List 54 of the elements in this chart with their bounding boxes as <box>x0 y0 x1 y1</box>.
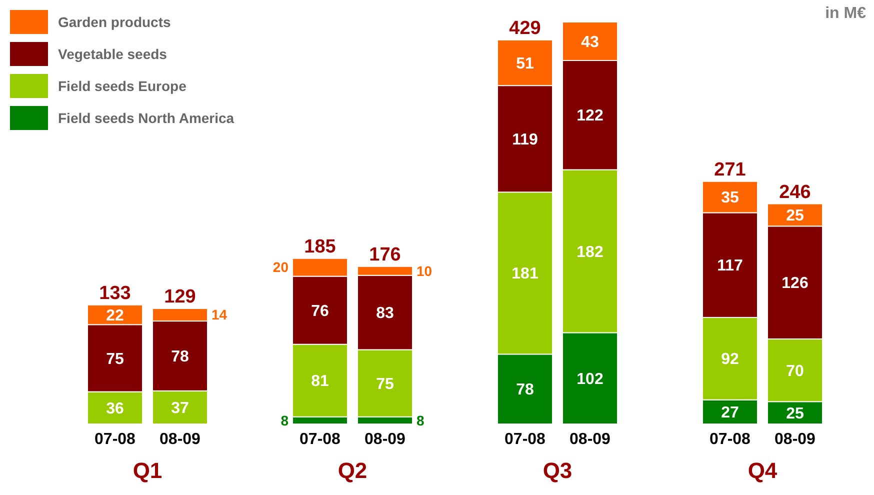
x-tick-label: 08-09 <box>774 431 816 448</box>
y-axis-title: in M€ <box>825 5 866 22</box>
legend-label: Field seeds North America <box>58 110 234 126</box>
data-label: 36 <box>106 400 124 418</box>
data-label: 75 <box>376 376 394 393</box>
data-label: 78 <box>171 348 189 366</box>
legend-label: Vegetable seeds <box>58 46 168 62</box>
data-label: 119 <box>512 131 538 148</box>
data-label: 8 <box>416 412 424 428</box>
legend-label: Field seeds Europe <box>58 78 187 94</box>
total-label: 246 <box>779 182 811 203</box>
text: Q3 <box>542 458 572 483</box>
data-label: 182 <box>576 244 604 261</box>
x-tick-label: 08-09 <box>364 431 406 448</box>
text: Q2 <box>338 458 368 483</box>
total-label: 429 <box>509 18 541 39</box>
data-label: 10 <box>416 262 432 279</box>
text: Q4 <box>748 458 778 483</box>
total-label: 129 <box>164 286 196 308</box>
x-tick-label: 08-09 <box>570 431 611 448</box>
data-label: 25 <box>786 208 804 225</box>
data-label: 14 <box>212 306 228 323</box>
data-label: 25 <box>786 405 804 422</box>
legend-label: Garden products <box>58 14 172 30</box>
text: Q1 <box>132 458 162 483</box>
data-label: 70 <box>786 362 804 380</box>
x-tick-label: 07-08 <box>710 431 751 448</box>
data-label: 35 <box>721 190 739 207</box>
data-label: 83 <box>376 305 394 322</box>
x-tick-label: 07-08 <box>94 431 136 448</box>
data-label: 92 <box>721 351 739 368</box>
data-label: 78 <box>516 382 534 399</box>
x-tick-label: 08-09 <box>160 431 201 448</box>
total-label: 176 <box>369 244 401 266</box>
x-tick-label: 07-08 <box>504 431 546 448</box>
data-label: 20 <box>272 259 289 276</box>
data-label: 76 <box>311 302 329 320</box>
data-label: 122 <box>576 108 604 125</box>
data-label: 126 <box>782 275 808 292</box>
data-label: 43 <box>581 34 599 51</box>
data-label: 51 <box>516 55 534 72</box>
total-label: 133 <box>99 282 131 304</box>
data-label: 75 <box>106 350 124 368</box>
data-label: 37 <box>171 400 189 418</box>
data-label: 117 <box>717 258 744 275</box>
data-label: 27 <box>721 404 739 422</box>
data-label: 181 <box>512 266 538 283</box>
data-label: 22 <box>106 307 124 324</box>
total-label: 185 <box>304 236 336 258</box>
x-tick-label: 07-08 <box>300 431 341 448</box>
data-label: 8 <box>280 412 289 428</box>
total-label: 271 <box>714 159 746 180</box>
data-label: 102 <box>576 370 604 388</box>
data-label: 81 <box>311 373 329 390</box>
